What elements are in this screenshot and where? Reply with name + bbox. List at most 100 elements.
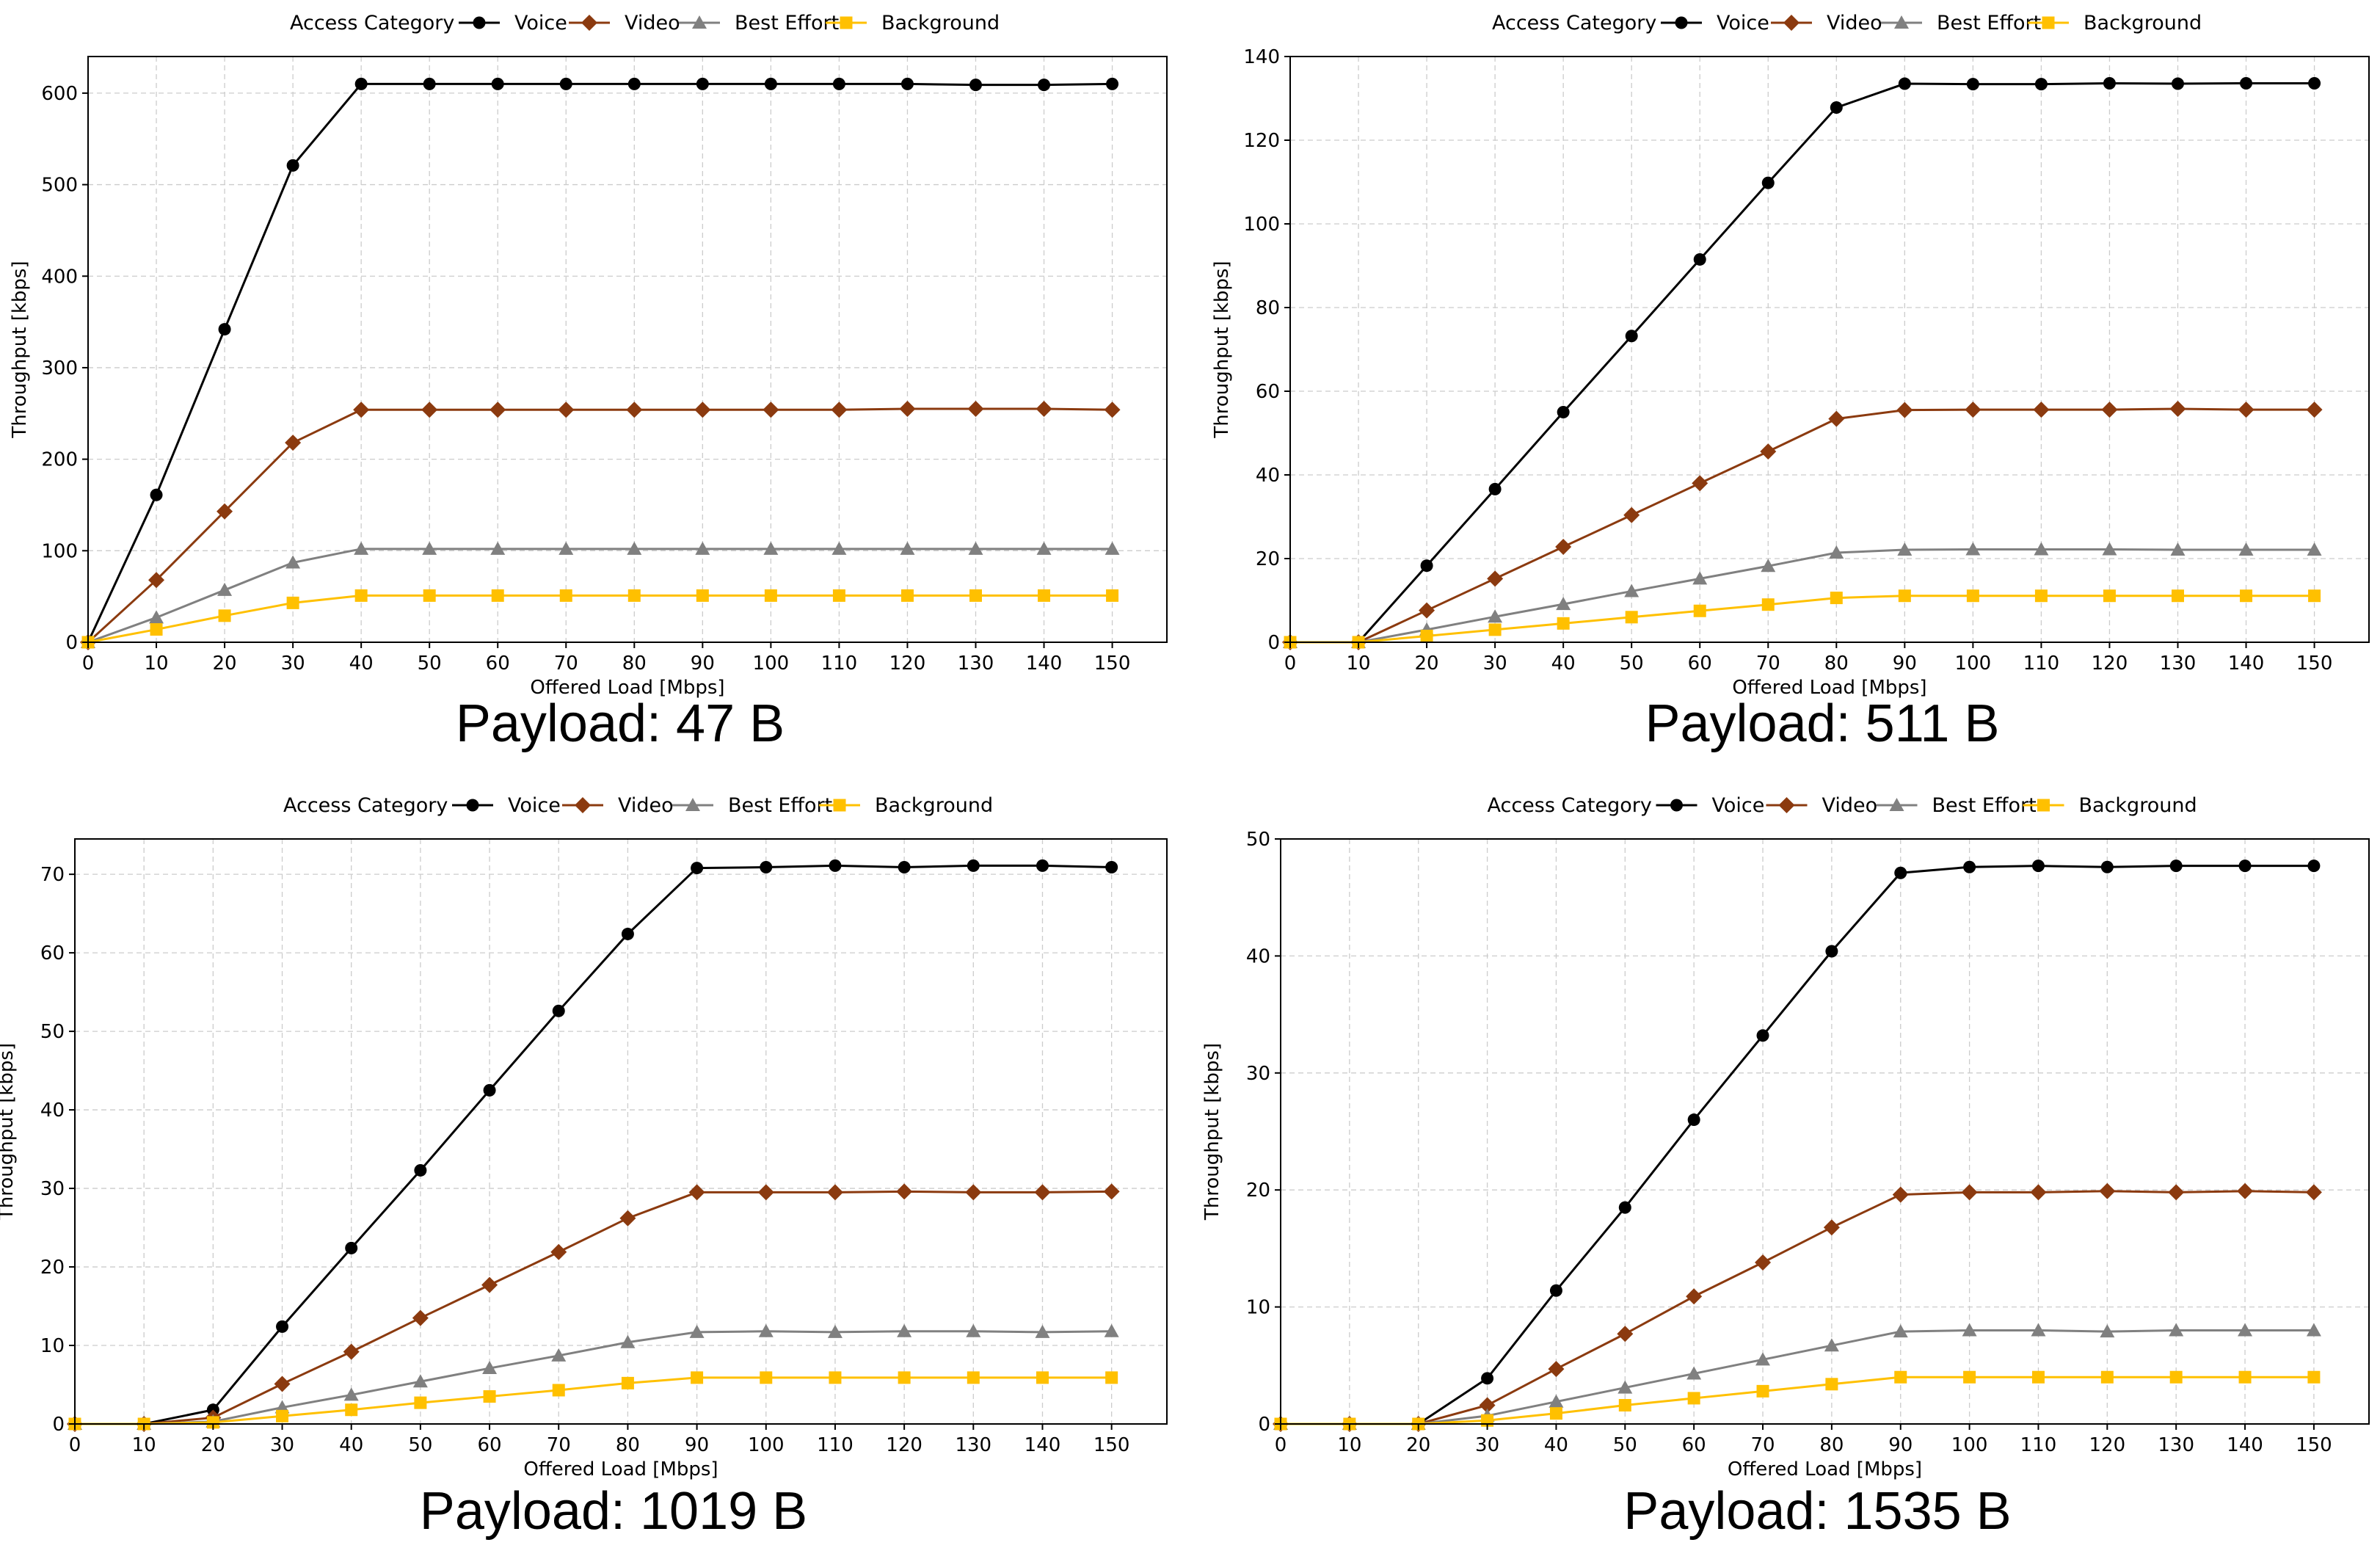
data-point — [2170, 542, 2186, 556]
plot-frame — [1280, 838, 2370, 1425]
data-point — [967, 401, 984, 418]
legend-marker — [1670, 799, 1683, 812]
data-point — [1557, 617, 1570, 630]
data-point — [552, 1004, 565, 1017]
x-tick-label: 80 — [616, 1434, 640, 1456]
data-point — [1755, 1352, 1771, 1366]
x-tick-label: 10 — [132, 1434, 156, 1456]
data-point — [1761, 598, 1775, 611]
data-point — [763, 401, 779, 418]
data-point — [831, 541, 847, 555]
data-point — [216, 503, 233, 520]
data-point — [627, 541, 642, 555]
data-point — [1625, 611, 1638, 624]
data-point — [1103, 1183, 1120, 1200]
legend-entry-background: Background — [2023, 794, 2197, 817]
series-line — [1290, 407, 2315, 644]
data-point — [1618, 1398, 1631, 1411]
legend-marker — [692, 15, 707, 29]
data-point — [2031, 860, 2045, 873]
subplot-3: 0 10 20 30 40 50 60 70 80 90 100 110 120 130 140 150 0 10… — [0, 794, 1168, 1541]
legend-entry-background: Background — [2028, 12, 2202, 34]
data-point — [1549, 1407, 1562, 1420]
legend-entry-background: Background — [826, 12, 1000, 34]
series-background — [81, 589, 1119, 649]
data-point — [2238, 1323, 2253, 1337]
legend-label: Best Effort — [1937, 12, 2041, 34]
series-line — [87, 548, 1113, 644]
data-point — [353, 401, 370, 418]
data-point — [1828, 410, 1845, 427]
data-point — [2169, 860, 2183, 873]
x-tick-label: 120 — [2092, 653, 2128, 675]
y-tick-label: 600 — [41, 83, 78, 105]
data-point — [274, 1376, 291, 1392]
data-point — [1756, 1029, 1769, 1042]
data-point — [423, 589, 436, 602]
data-point — [2031, 1370, 2045, 1384]
data-point — [619, 1210, 636, 1227]
series-line — [87, 594, 1113, 644]
x-tick-label: 150 — [2296, 653, 2333, 675]
data-point — [1618, 1201, 1631, 1214]
y-tick-label: 30 — [1246, 1063, 1270, 1085]
x-tick-label: 50 — [418, 653, 442, 675]
data-point — [900, 589, 914, 602]
data-point — [965, 1184, 982, 1201]
data-point — [483, 1390, 496, 1403]
legend-entry-voice: Voice — [1656, 794, 1764, 817]
data-point — [1894, 1370, 1907, 1384]
x-tick-label: 140 — [2228, 653, 2265, 675]
data-point — [1488, 482, 1502, 495]
data-point — [2307, 1370, 2321, 1384]
series-voice — [1274, 860, 2321, 1431]
x-tick-label: 90 — [1893, 653, 1917, 675]
data-point — [2308, 76, 2321, 90]
series-video — [1273, 1182, 2322, 1432]
panel-caption: Payload: 1019 B — [420, 1482, 807, 1541]
y-tick-label: 10 — [40, 1335, 65, 1357]
data-point — [1419, 602, 1435, 619]
data-point — [900, 77, 914, 90]
x-tick-label: 110 — [817, 1434, 854, 1456]
legend-label: Voice — [508, 794, 561, 817]
data-point — [206, 1416, 219, 1429]
data-point — [1892, 1186, 1909, 1203]
legend-label: Video — [1822, 794, 1878, 817]
data-point — [1693, 604, 1706, 617]
data-point — [1761, 176, 1775, 189]
data-point — [1035, 1324, 1050, 1338]
data-point — [218, 609, 231, 622]
data-point — [285, 555, 301, 569]
data-point — [832, 77, 845, 90]
legend-entry-best-effort: Best Effort — [672, 794, 832, 817]
data-point — [2169, 400, 2186, 417]
x-tick-label: 130 — [2158, 1434, 2194, 1456]
x-tick-label: 30 — [270, 1434, 294, 1456]
data-point — [1894, 866, 1907, 879]
series-line — [75, 1376, 1112, 1425]
x-tick-label: 70 — [1750, 1434, 1775, 1456]
data-point — [1556, 597, 1571, 611]
data-point — [490, 541, 506, 555]
x-tick-label: 100 — [1951, 1434, 1988, 1456]
data-point — [967, 1371, 980, 1384]
x-tick-label: 60 — [1682, 1434, 1706, 1456]
data-point — [2103, 76, 2116, 90]
legend-label: Background — [2084, 12, 2202, 34]
data-point — [491, 589, 504, 602]
x-tick-label: 20 — [1415, 653, 1439, 675]
x-tick-label: 110 — [2023, 653, 2060, 675]
data-point — [2031, 1323, 2046, 1337]
x-tick-label: 90 — [691, 653, 715, 675]
data-point — [550, 1243, 567, 1260]
data-point — [2171, 77, 2184, 90]
x-tick-label: 110 — [821, 653, 858, 675]
data-point — [490, 401, 506, 418]
legend-entry-voice: Voice — [1661, 12, 1769, 34]
x-tick-label: 0 — [1275, 1434, 1287, 1456]
data-point — [423, 77, 436, 90]
legend-marker — [685, 798, 700, 811]
data-point — [1549, 1394, 1564, 1408]
